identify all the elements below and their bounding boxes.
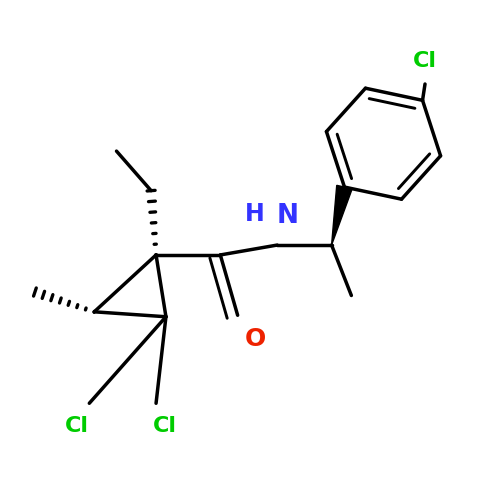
Text: Cl: Cl bbox=[65, 416, 89, 436]
Text: H: H bbox=[245, 202, 265, 226]
Polygon shape bbox=[332, 186, 352, 245]
Text: Cl: Cl bbox=[153, 416, 177, 436]
Text: O: O bbox=[244, 326, 266, 350]
Text: Cl: Cl bbox=[413, 50, 437, 70]
Text: N: N bbox=[276, 202, 298, 228]
